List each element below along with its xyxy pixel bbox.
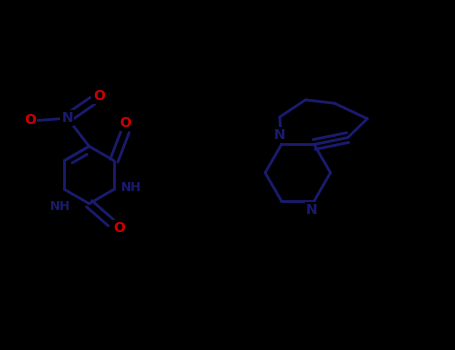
Text: NH: NH [50, 200, 70, 213]
Text: NH: NH [121, 181, 142, 194]
Text: O: O [93, 89, 105, 103]
Text: O: O [24, 113, 35, 127]
Text: O: O [119, 116, 131, 130]
Text: O: O [113, 221, 125, 235]
Text: N: N [273, 128, 285, 142]
Text: N: N [306, 203, 318, 217]
Text: N: N [61, 111, 73, 125]
